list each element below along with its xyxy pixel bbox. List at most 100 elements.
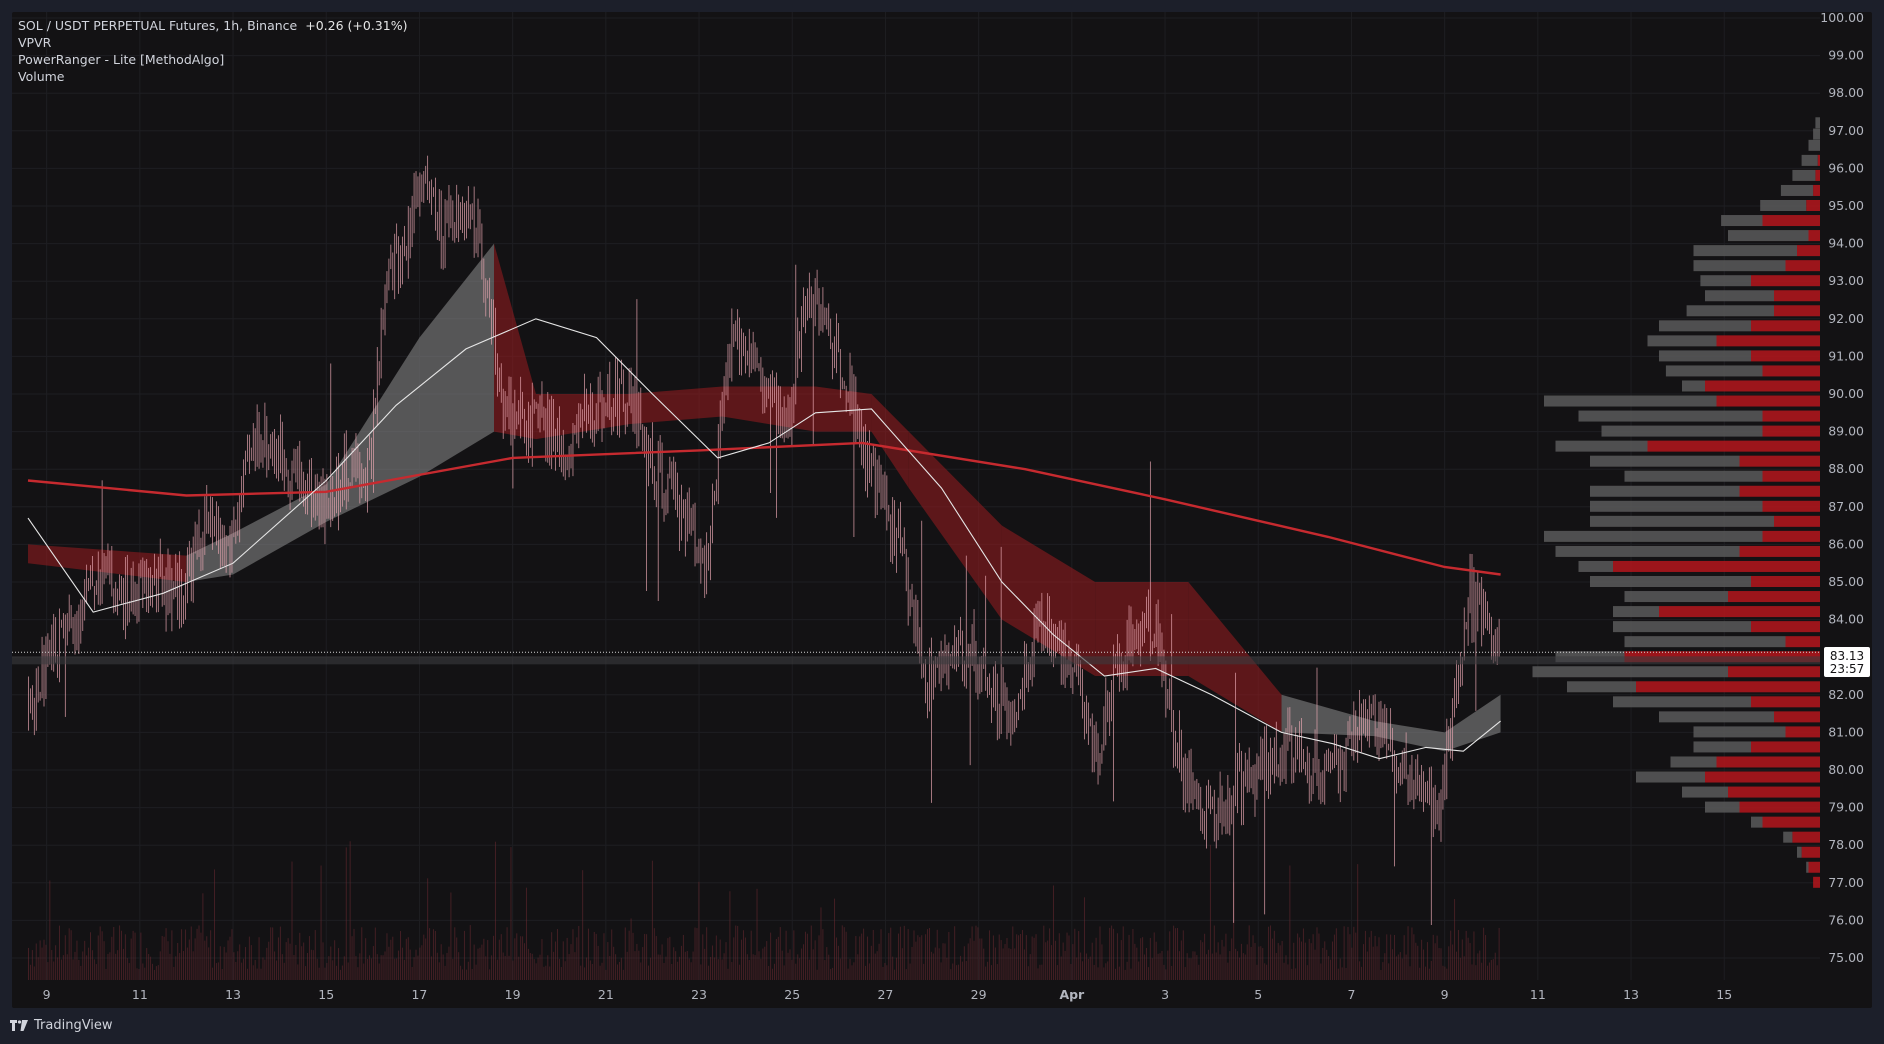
vp-bar-red bbox=[1659, 606, 1820, 618]
volume-bar bbox=[152, 963, 154, 980]
volume-bar bbox=[1289, 865, 1291, 980]
volume-bar bbox=[370, 958, 372, 980]
volume-bar bbox=[1190, 958, 1192, 980]
volume-bar bbox=[1008, 948, 1010, 980]
volume-bar bbox=[496, 959, 498, 980]
volume-bar bbox=[68, 928, 70, 980]
volume-bar bbox=[992, 935, 994, 980]
volume-bar bbox=[987, 961, 989, 980]
volume-bar bbox=[522, 936, 524, 980]
volume-bar bbox=[677, 961, 679, 980]
volume-bar bbox=[347, 962, 349, 980]
volume-bar bbox=[53, 961, 55, 980]
volume-bar bbox=[1087, 958, 1089, 980]
volume-bar bbox=[1337, 968, 1339, 980]
vp-bar-red bbox=[1751, 320, 1820, 332]
vp-bar-red bbox=[1785, 260, 1820, 272]
volume-bar bbox=[1331, 941, 1333, 980]
volume-bar bbox=[866, 936, 868, 980]
volume-bar bbox=[880, 929, 882, 980]
vp-bar-gray bbox=[1555, 440, 1648, 452]
volume-bar bbox=[1126, 961, 1128, 980]
volume-bar bbox=[593, 931, 595, 980]
volume-bar bbox=[1149, 937, 1151, 980]
volume-bar bbox=[84, 940, 86, 980]
volume-bar bbox=[832, 967, 834, 980]
volume-bar bbox=[535, 963, 537, 980]
volume-bar bbox=[494, 841, 496, 980]
volume-bar bbox=[622, 969, 624, 980]
vp-bar-red bbox=[1797, 245, 1820, 257]
volume-bar bbox=[1299, 937, 1301, 980]
volume-bar bbox=[200, 932, 202, 980]
vp-bar-red bbox=[1739, 455, 1820, 467]
volume-bar bbox=[1320, 963, 1322, 980]
volume-bar bbox=[510, 847, 512, 980]
indicator-vpvr[interactable]: VPVR bbox=[18, 35, 52, 50]
volume-bar bbox=[706, 927, 708, 980]
volume-bar bbox=[1047, 940, 1049, 980]
volume-bar bbox=[657, 954, 659, 980]
volume-bar bbox=[727, 968, 729, 980]
volume-bar bbox=[1430, 960, 1432, 980]
vp-bar-gray bbox=[1544, 395, 1717, 407]
branding[interactable]: TradingView bbox=[10, 1018, 113, 1033]
volume-bar bbox=[330, 946, 332, 980]
vp-bar-gray bbox=[1659, 320, 1751, 332]
volume-bar bbox=[589, 960, 591, 980]
indicator-power-ranger[interactable]: PowerRanger - Lite [MethodAlgo] bbox=[18, 52, 225, 67]
volume-bar bbox=[299, 932, 301, 980]
volume-bar bbox=[1250, 946, 1252, 980]
volume-bar bbox=[661, 944, 663, 980]
y-tick-label: 79.00 bbox=[1828, 800, 1864, 815]
volume-bar bbox=[739, 964, 741, 980]
volume-bar bbox=[1423, 949, 1425, 980]
volume-bar bbox=[70, 930, 72, 980]
volume-bar bbox=[649, 957, 651, 980]
vp-bar-gray bbox=[1578, 410, 1763, 422]
volume-bar bbox=[1496, 965, 1498, 980]
time-axis[interactable]: 9 11 13 15 17 19 21 23 25 27 29 Apr 3 5 7 9 11 13 15 bbox=[43, 987, 1733, 1002]
volume-bar bbox=[367, 958, 369, 980]
volume-bar bbox=[568, 954, 570, 980]
volume-bar bbox=[861, 933, 863, 980]
vp-bar-red bbox=[1751, 576, 1820, 587]
volume-bar bbox=[467, 961, 469, 980]
indicator-volume[interactable]: Volume bbox=[18, 69, 65, 84]
volume-bar bbox=[1051, 945, 1053, 980]
volume-bar bbox=[324, 967, 326, 980]
volume-bar bbox=[857, 954, 859, 980]
symbol-row[interactable]: SOL / USDT PERPETUAL Futures, 1h, Binanc… bbox=[18, 17, 407, 34]
vp-bar-gray bbox=[1693, 741, 1751, 753]
volume-bar bbox=[214, 869, 216, 980]
vp-bar-gray bbox=[1686, 305, 1774, 317]
x-tick-label: 11 bbox=[1530, 987, 1546, 1002]
volume-bar bbox=[609, 956, 611, 980]
volume-bar bbox=[1392, 949, 1394, 980]
volume-bar bbox=[1093, 964, 1095, 980]
volume-bar bbox=[1318, 933, 1320, 980]
vp-bar-gray bbox=[1760, 200, 1807, 211]
price-chart[interactable]: 100.00 99.00 98.00 97.00 96.00 95.00 94.00 93.0… bbox=[12, 12, 1872, 1008]
volume-bar bbox=[1413, 934, 1415, 980]
volume-bar bbox=[719, 939, 721, 980]
volume-bar bbox=[605, 969, 607, 980]
volume-bar bbox=[411, 966, 413, 980]
vp-bar-gray bbox=[1705, 801, 1740, 813]
volume-bar bbox=[1033, 937, 1035, 980]
volume-bar bbox=[923, 963, 925, 980]
y-tick-label: 96.00 bbox=[1828, 160, 1864, 175]
volume-bar bbox=[1271, 938, 1273, 980]
volume-bar bbox=[388, 946, 390, 980]
price-axis[interactable]: 100.00 99.00 98.00 97.00 96.00 95.00 94.00 93.0… bbox=[1820, 12, 1864, 965]
volume-bar bbox=[508, 955, 510, 980]
volume-bar bbox=[651, 860, 653, 980]
y-tick-label: 95.00 bbox=[1828, 198, 1864, 213]
volume-bar bbox=[1147, 967, 1149, 980]
volume-bar bbox=[1037, 968, 1039, 980]
volume-bar bbox=[1159, 953, 1161, 980]
volume-bar bbox=[144, 967, 146, 980]
vp-bar-gray bbox=[1624, 591, 1728, 603]
volume-bar bbox=[543, 966, 545, 980]
volume-bar bbox=[725, 942, 727, 980]
